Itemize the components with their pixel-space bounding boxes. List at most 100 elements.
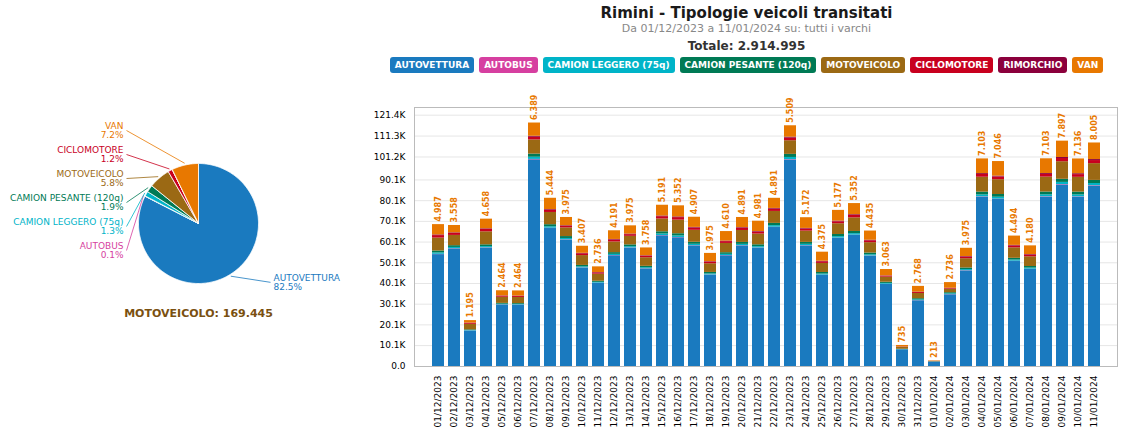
svg-text:5.352: 5.352 bbox=[850, 175, 859, 200]
svg-text:80.1K: 80.1K bbox=[380, 196, 407, 206]
svg-text:02/01/2024: 02/01/2024 bbox=[945, 375, 955, 427]
svg-text:10/12/2023: 10/12/2023 bbox=[577, 376, 587, 428]
svg-text:60.1K: 60.1K bbox=[380, 237, 407, 247]
svg-text:30.1K: 30.1K bbox=[380, 299, 407, 309]
svg-text:14/12/2023: 14/12/2023 bbox=[641, 376, 651, 428]
svg-text:CAMION LEGGERO (75q)1.3%: CAMION LEGGERO (75q)1.3% bbox=[13, 216, 124, 235]
svg-text:23/12/2023: 23/12/2023 bbox=[785, 376, 795, 428]
svg-text:4.180: 4.180 bbox=[1026, 217, 1035, 243]
svg-text:7.897: 7.897 bbox=[1058, 113, 1067, 138]
svg-text:CAMION PESANTE (120q)1.9%: CAMION PESANTE (120q)1.9% bbox=[10, 192, 124, 211]
svg-text:02/12/2023: 02/12/2023 bbox=[449, 376, 459, 428]
svg-text:MOTOVEICOLO5.8%: MOTOVEICOLO5.8% bbox=[57, 168, 124, 187]
svg-text:2.464: 2.464 bbox=[514, 262, 523, 288]
svg-text:13/12/2023: 13/12/2023 bbox=[625, 376, 635, 428]
svg-text:CICLOMOTORE1.2%: CICLOMOTORE1.2% bbox=[57, 144, 124, 163]
svg-text:10/01/2024: 10/01/2024 bbox=[1073, 375, 1083, 427]
svg-text:3.558: 3.558 bbox=[450, 197, 459, 223]
svg-text:4.891: 4.891 bbox=[770, 170, 779, 196]
svg-text:06/01/2024: 06/01/2024 bbox=[1009, 375, 1019, 427]
svg-text:7.136: 7.136 bbox=[1074, 130, 1083, 156]
svg-text:21/12/2023: 21/12/2023 bbox=[753, 376, 763, 428]
svg-text:07/12/2023: 07/12/2023 bbox=[529, 376, 539, 428]
svg-text:MOTOVEICOLO: 169.445: MOTOVEICOLO: 169.445 bbox=[124, 307, 273, 320]
svg-text:08/01/2024: 08/01/2024 bbox=[1041, 375, 1051, 427]
svg-text:6.389: 6.389 bbox=[530, 94, 539, 120]
svg-text:09/01/2024: 09/01/2024 bbox=[1057, 375, 1067, 427]
svg-text:05/12/2023: 05/12/2023 bbox=[497, 376, 507, 428]
svg-text:4.375: 4.375 bbox=[818, 223, 827, 249]
svg-text:08/12/2023: 08/12/2023 bbox=[545, 376, 555, 428]
svg-text:4.191: 4.191 bbox=[610, 202, 619, 228]
svg-text:AUTOVETTURA82.5%: AUTOVETTURA82.5% bbox=[274, 272, 341, 291]
svg-text:03/12/2023: 03/12/2023 bbox=[465, 376, 475, 428]
svg-text:25/12/2023: 25/12/2023 bbox=[817, 376, 827, 428]
svg-text:3.407: 3.407 bbox=[578, 218, 587, 243]
svg-text:5.172: 5.172 bbox=[802, 189, 811, 214]
svg-text:3.975: 3.975 bbox=[562, 189, 571, 215]
svg-text:11/01/2024: 11/01/2024 bbox=[1089, 375, 1099, 427]
svg-text:3.975: 3.975 bbox=[706, 225, 715, 251]
svg-text:7.103: 7.103 bbox=[978, 131, 987, 156]
svg-text:1.195: 1.195 bbox=[466, 292, 475, 318]
svg-text:3.975: 3.975 bbox=[626, 197, 635, 223]
svg-text:101.2K: 101.2K bbox=[374, 152, 407, 162]
svg-text:213: 213 bbox=[930, 341, 939, 358]
svg-text:01/12/2023: 01/12/2023 bbox=[433, 376, 443, 428]
svg-text:07/01/2024: 07/01/2024 bbox=[1025, 375, 1035, 427]
svg-text:19/12/2023: 19/12/2023 bbox=[721, 376, 731, 428]
svg-text:40.1K: 40.1K bbox=[380, 278, 407, 288]
svg-text:2.768: 2.768 bbox=[914, 258, 923, 284]
svg-text:09/12/2023: 09/12/2023 bbox=[561, 376, 571, 428]
svg-text:4.494: 4.494 bbox=[1010, 207, 1019, 233]
svg-text:4.610: 4.610 bbox=[722, 203, 731, 229]
svg-text:22/12/2023: 22/12/2023 bbox=[769, 376, 779, 428]
svg-text:7.103: 7.103 bbox=[1042, 130, 1051, 155]
svg-text:5.444: 5.444 bbox=[546, 170, 555, 196]
svg-text:4.907: 4.907 bbox=[690, 189, 699, 214]
svg-text:05/01/2024: 05/01/2024 bbox=[993, 375, 1003, 427]
svg-text:20.1K: 20.1K bbox=[380, 320, 407, 330]
svg-text:3.975: 3.975 bbox=[962, 220, 971, 246]
svg-text:735: 735 bbox=[898, 325, 907, 342]
svg-text:50.1K: 50.1K bbox=[380, 258, 407, 268]
svg-text:5.191: 5.191 bbox=[658, 177, 667, 203]
svg-text:3.758: 3.758 bbox=[642, 219, 651, 245]
svg-text:03/01/2024: 03/01/2024 bbox=[961, 375, 971, 427]
svg-text:27/12/2023: 27/12/2023 bbox=[849, 376, 859, 428]
svg-text:90.1K: 90.1K bbox=[380, 175, 407, 185]
svg-text:3.063: 3.063 bbox=[882, 241, 891, 266]
svg-text:24/12/2023: 24/12/2023 bbox=[801, 376, 811, 428]
svg-text:111.3K: 111.3K bbox=[374, 131, 407, 141]
svg-text:4.987: 4.987 bbox=[434, 196, 443, 221]
svg-text:26/12/2023: 26/12/2023 bbox=[833, 376, 843, 428]
svg-text:17/12/2023: 17/12/2023 bbox=[689, 376, 699, 428]
svg-text:AUTOBUS0.1%: AUTOBUS0.1% bbox=[80, 240, 124, 259]
svg-text:0.0: 0.0 bbox=[391, 361, 406, 371]
svg-text:4.658: 4.658 bbox=[482, 190, 491, 216]
svg-text:5.509: 5.509 bbox=[786, 97, 795, 123]
svg-text:7.046: 7.046 bbox=[994, 133, 1003, 159]
svg-text:30/12/2023: 30/12/2023 bbox=[897, 376, 907, 428]
svg-text:31/12/2023: 31/12/2023 bbox=[913, 376, 923, 428]
svg-text:12/12/2023: 12/12/2023 bbox=[609, 376, 619, 428]
svg-text:2.736: 2.736 bbox=[594, 238, 603, 264]
svg-text:5.352: 5.352 bbox=[674, 178, 683, 203]
svg-text:2.464: 2.464 bbox=[498, 262, 507, 288]
svg-text:4.435: 4.435 bbox=[866, 202, 875, 228]
svg-text:15/12/2023: 15/12/2023 bbox=[657, 376, 667, 428]
svg-text:04/12/2023: 04/12/2023 bbox=[481, 376, 491, 428]
svg-text:5.177: 5.177 bbox=[834, 182, 843, 207]
svg-text:01/01/2024: 01/01/2024 bbox=[929, 375, 939, 427]
svg-text:2.736: 2.736 bbox=[946, 254, 955, 280]
svg-text:4.891: 4.891 bbox=[738, 189, 747, 215]
svg-text:06/12/2023: 06/12/2023 bbox=[513, 376, 523, 428]
svg-text:16/12/2023: 16/12/2023 bbox=[673, 376, 683, 428]
svg-text:VAN7.2%: VAN7.2% bbox=[101, 120, 124, 139]
svg-text:04/01/2024: 04/01/2024 bbox=[977, 375, 987, 427]
svg-text:11/12/2023: 11/12/2023 bbox=[593, 376, 603, 428]
svg-text:4.981: 4.981 bbox=[754, 192, 763, 218]
svg-text:70.1K: 70.1K bbox=[380, 216, 407, 226]
svg-text:28/12/2023: 28/12/2023 bbox=[865, 376, 875, 428]
svg-text:20/12/2023: 20/12/2023 bbox=[737, 376, 747, 428]
